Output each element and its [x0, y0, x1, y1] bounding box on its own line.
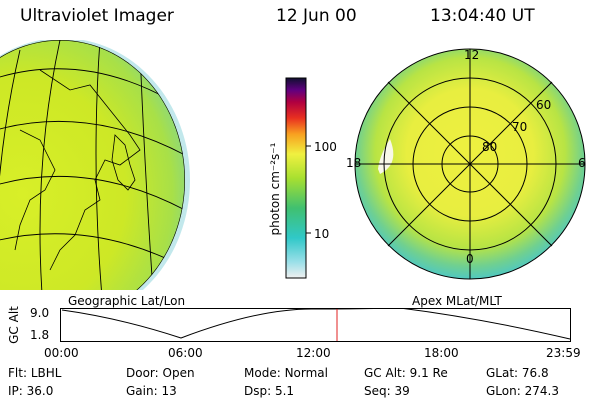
altitude-ylabel: GC Alt — [7, 306, 21, 344]
info-gain: Gain: 13 — [126, 384, 177, 398]
polar-caption: Apex MLat/MLT — [412, 294, 502, 308]
colorbar-unit-label: photon cm⁻²s⁻¹ — [268, 142, 282, 236]
geographic-image — [0, 40, 190, 290]
app-title: Ultraviolet Imager — [20, 6, 174, 26]
colorbar — [285, 77, 311, 279]
altitude-xtick-0000: 00:00 — [44, 346, 79, 360]
mlt-label-6: 6 — [578, 156, 586, 170]
info-glat: GLat: 76.8 — [486, 366, 549, 380]
polar-image — [354, 48, 586, 280]
geographic-caption: Geographic Lat/Lon — [68, 294, 186, 308]
info-door: Door: Open — [126, 366, 195, 380]
info-glon: GLon: 274.3 — [486, 384, 559, 398]
mlt-label-12: 12 — [464, 48, 480, 62]
colorbar-tick-100: 100 — [314, 140, 337, 154]
colorbar-tick-10: 10 — [314, 227, 330, 241]
altitude-ytick-1.8: 1.8 — [30, 328, 50, 342]
altitude-xtick-1800: 18:00 — [424, 346, 459, 360]
mlat-label-60: 60 — [536, 98, 552, 112]
altitude-ytick-9: 9.0 — [30, 306, 50, 320]
info-gc-alt: GC Alt: 9.1 Re — [364, 366, 448, 380]
altitude-plot — [60, 308, 571, 342]
info-flt: Flt: LBHL — [8, 366, 62, 380]
altitude-xtick-0600: 06:00 — [168, 346, 203, 360]
info-ip: IP: 36.0 — [8, 384, 54, 398]
info-dsp: Dsp: 5.1 — [244, 384, 295, 398]
altitude-xtick-1200: 12:00 — [296, 346, 331, 360]
mlt-label-0: 0 — [466, 252, 474, 266]
mlt-label-18: 18 — [346, 156, 362, 170]
info-seq: Seq: 39 — [364, 384, 410, 398]
info-mode: Mode: Normal — [244, 366, 328, 380]
mlat-label-80: 80 — [482, 140, 498, 154]
altitude-xtick-2359: 23:59 — [546, 346, 581, 360]
time-label: 13:04:40 UT — [430, 6, 535, 26]
date-label: 12 Jun 00 — [276, 6, 357, 26]
mlat-label-70: 70 — [512, 120, 528, 134]
